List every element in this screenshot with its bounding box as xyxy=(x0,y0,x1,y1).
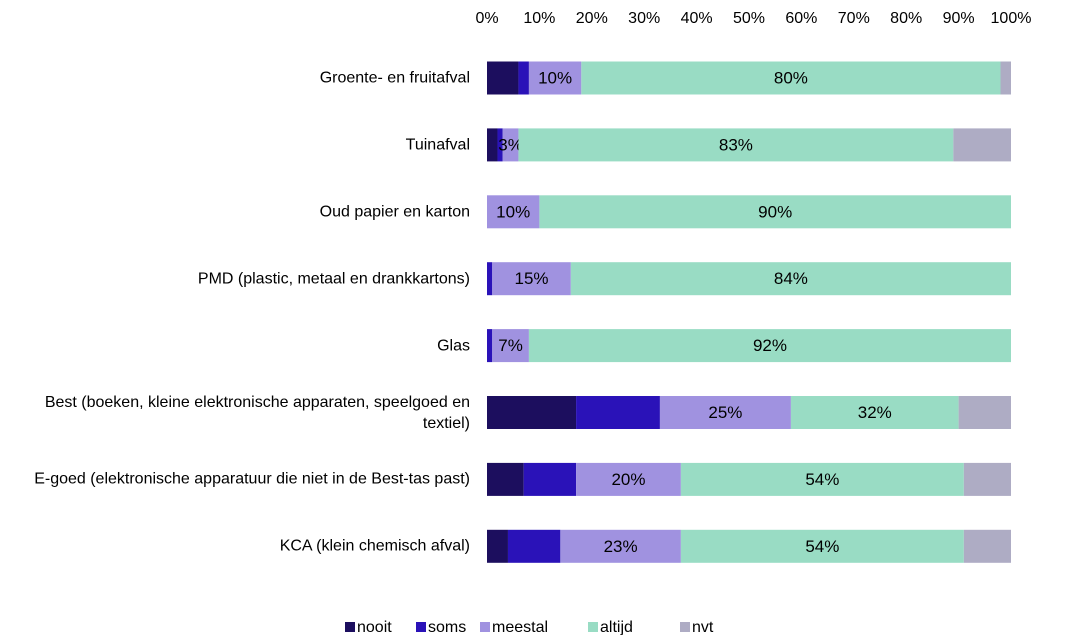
bar-segment xyxy=(570,262,1011,296)
data-label: 54% xyxy=(805,470,839,489)
x-tick-label: 10% xyxy=(523,10,555,27)
data-label: 54% xyxy=(805,537,839,556)
legend-label: soms xyxy=(428,619,466,635)
bar-segment xyxy=(560,529,681,563)
x-tick-label: 80% xyxy=(890,10,922,27)
legend-swatch xyxy=(588,622,598,632)
bar-segment xyxy=(497,128,503,162)
x-tick-label: 30% xyxy=(628,10,660,27)
data-label: 10% xyxy=(496,202,530,221)
x-tick-label: 50% xyxy=(733,10,765,27)
bar-segment xyxy=(492,329,529,363)
bar-segment xyxy=(963,462,1011,496)
bar-segment xyxy=(492,262,571,296)
x-tick-label: 40% xyxy=(681,10,713,27)
category-label: E-goed (elektronische apparatuur die nie… xyxy=(34,470,470,488)
data-label: 7% xyxy=(498,336,523,355)
legend-label: meestal xyxy=(492,619,548,635)
bar-segment xyxy=(487,329,493,363)
data-label: 90% xyxy=(758,202,792,221)
bar-segment xyxy=(958,396,1011,429)
data-label: 32% xyxy=(858,403,892,422)
bar-segment xyxy=(487,529,508,563)
data-label: 10% xyxy=(538,68,572,87)
legend-label: nooit xyxy=(357,619,392,635)
bar-segment xyxy=(507,529,561,563)
bar-segment xyxy=(576,462,681,496)
bar-segment xyxy=(523,462,577,496)
legend-label: altijd xyxy=(600,619,633,635)
legend-swatch xyxy=(680,622,690,632)
x-tick-label: 100% xyxy=(991,10,1032,27)
bar-segment xyxy=(487,396,577,429)
bar-segment xyxy=(659,396,791,429)
data-label: 80% xyxy=(774,68,808,87)
bar-segment xyxy=(487,262,493,296)
bar-segment xyxy=(581,61,1001,95)
category-label: Tuinafval xyxy=(405,136,470,154)
bar-segment xyxy=(487,462,524,496)
legend-swatch xyxy=(416,622,426,632)
bar-segment xyxy=(1000,61,1011,95)
x-tick-label: 0% xyxy=(475,10,498,27)
bar-segment xyxy=(487,128,498,162)
bar-segment xyxy=(953,128,1011,162)
x-tick-label: 60% xyxy=(785,10,817,27)
data-label: 92% xyxy=(753,336,787,355)
legend-swatch xyxy=(480,622,490,632)
category-label: PMD (plastic, metaal en drankkartons) xyxy=(197,270,470,288)
x-tick-label: 90% xyxy=(943,10,975,27)
data-label: 3% xyxy=(498,135,523,154)
data-label: 84% xyxy=(774,269,808,288)
data-label: 15% xyxy=(515,269,549,288)
legend-label: nvt xyxy=(692,619,714,635)
bar-segment xyxy=(576,396,660,429)
data-label: 83% xyxy=(719,135,753,154)
bar-segment xyxy=(963,529,1011,563)
category-label: Glas xyxy=(437,337,470,355)
bar-segment xyxy=(502,128,519,162)
category-label: Best (boeken, kleine elektronische appar… xyxy=(44,393,470,432)
bar-segment xyxy=(487,61,519,95)
bar-segment xyxy=(528,61,582,95)
bar-segment xyxy=(528,329,1011,363)
x-tick-label: 70% xyxy=(838,10,870,27)
category-label: Groente- en fruitafval xyxy=(319,69,470,87)
bar-segment xyxy=(790,396,959,429)
data-label: 20% xyxy=(611,470,645,489)
data-label: 25% xyxy=(708,403,742,422)
data-label: 23% xyxy=(604,537,638,556)
bar-segment xyxy=(487,195,540,229)
category-label: Oud papier en karton xyxy=(319,203,470,221)
category-label: KCA (klein chemisch afval) xyxy=(279,537,470,555)
bar-segment xyxy=(680,529,964,563)
bar-segment xyxy=(680,462,964,496)
bar-segment xyxy=(518,128,954,162)
x-tick-label: 20% xyxy=(576,10,608,27)
bar-segment xyxy=(518,61,529,95)
legend-swatch xyxy=(345,622,355,632)
bar-segment xyxy=(539,195,1011,229)
